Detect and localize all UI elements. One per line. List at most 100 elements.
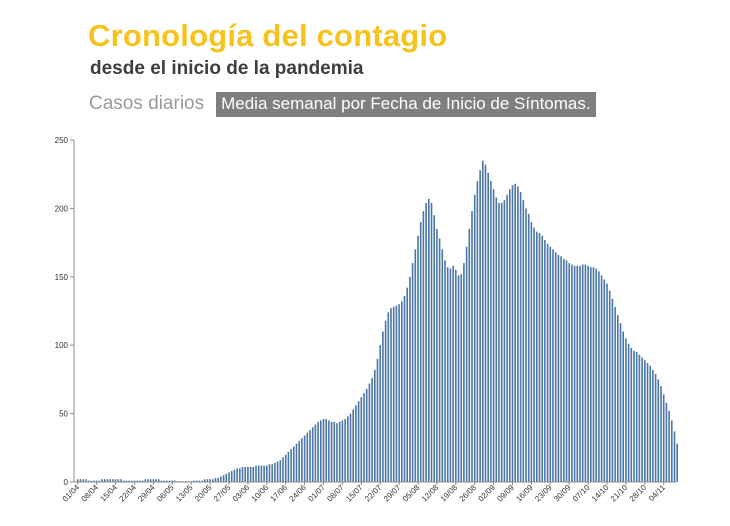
- bar: [198, 480, 201, 482]
- bar: [652, 369, 654, 482]
- bar: [641, 357, 643, 482]
- x-tick-label: 29/07: [382, 483, 403, 504]
- bar: [522, 200, 525, 482]
- bar: [498, 202, 500, 482]
- bar: [619, 323, 622, 482]
- x-tick-label: 06/05: [155, 483, 176, 504]
- bar: [673, 431, 676, 482]
- bar: [309, 430, 311, 482]
- bar: [136, 480, 138, 482]
- bar: [419, 222, 422, 482]
- bar: [538, 233, 541, 482]
- bar: [395, 305, 398, 482]
- bar: [311, 427, 314, 482]
- bar: [160, 480, 163, 482]
- bar: [93, 480, 95, 482]
- bar: [519, 191, 522, 483]
- bar: [241, 466, 244, 482]
- x-tick-label: 26/08: [458, 483, 479, 504]
- bar: [622, 331, 624, 482]
- x-tick-label: 16/09: [514, 483, 535, 504]
- bar: [90, 480, 93, 482]
- bar: [133, 480, 136, 482]
- x-tick-label: 14/10: [590, 483, 611, 504]
- x-tick-label: 23/09: [533, 483, 554, 504]
- bar: [365, 388, 368, 482]
- bar: [260, 465, 263, 482]
- bar: [581, 264, 584, 482]
- bar: [98, 480, 101, 482]
- bar: [247, 466, 249, 482]
- bar: [422, 211, 425, 482]
- bar: [525, 208, 527, 482]
- bar: [541, 235, 543, 482]
- bar: [209, 479, 211, 482]
- y-tick-label: 250: [55, 136, 69, 145]
- x-tick-label: 30/09: [552, 483, 573, 504]
- bar: [252, 466, 255, 482]
- series-row: Casos diarios Media semanal por Fecha de…: [89, 91, 596, 117]
- bar: [158, 479, 160, 482]
- bar: [627, 343, 630, 482]
- bar: [166, 480, 168, 482]
- bar: [379, 345, 381, 482]
- bar: [268, 464, 271, 482]
- bar: [482, 160, 484, 482]
- y-tick-label: 100: [55, 341, 69, 350]
- bar: [82, 479, 84, 482]
- bar: [352, 409, 354, 482]
- bar: [349, 413, 352, 482]
- bar: [217, 477, 219, 482]
- bar: [455, 269, 457, 482]
- x-tick-label: 15/04: [98, 483, 119, 504]
- x-tick-label: 28/10: [628, 483, 649, 504]
- bar: [468, 228, 471, 482]
- bar: [77, 479, 79, 482]
- bar: [128, 480, 130, 482]
- bar: [608, 290, 611, 482]
- x-tick-label: 03/06: [231, 483, 252, 504]
- bar: [257, 465, 260, 482]
- bar: [671, 420, 673, 482]
- bar: [109, 479, 111, 482]
- bar: [660, 386, 662, 482]
- bar: [606, 283, 608, 482]
- bar: [428, 198, 430, 482]
- bar: [676, 443, 678, 482]
- bar: [463, 263, 465, 482]
- bar: [325, 419, 327, 482]
- bar: [425, 202, 427, 482]
- bar: [446, 267, 449, 482]
- bar: [79, 479, 82, 482]
- bar: [120, 479, 122, 482]
- bar: [338, 421, 341, 482]
- bar: [131, 480, 133, 482]
- bar: [228, 472, 230, 482]
- bar: [598, 271, 600, 482]
- bar: [546, 243, 549, 482]
- bar: [554, 252, 557, 482]
- bar: [438, 238, 441, 482]
- bar: [320, 420, 322, 482]
- bar: [287, 451, 290, 482]
- bar: [630, 347, 633, 482]
- bar: [301, 438, 303, 482]
- bar: [492, 189, 495, 482]
- bar: [579, 265, 581, 482]
- bar: [557, 254, 560, 482]
- x-tick-label: 04/11: [647, 483, 667, 503]
- bar: [206, 479, 209, 482]
- bar: [600, 275, 603, 482]
- bar: [390, 308, 392, 482]
- bar: [85, 479, 87, 482]
- bar: [409, 276, 411, 482]
- bar: [317, 421, 319, 482]
- x-tick-label: 08/07: [325, 483, 346, 504]
- bar: [266, 465, 268, 482]
- bar: [212, 479, 214, 482]
- bar: [644, 360, 646, 482]
- bar: [563, 259, 565, 482]
- bar: [344, 419, 346, 482]
- bar: [114, 479, 117, 482]
- bar: [141, 480, 144, 482]
